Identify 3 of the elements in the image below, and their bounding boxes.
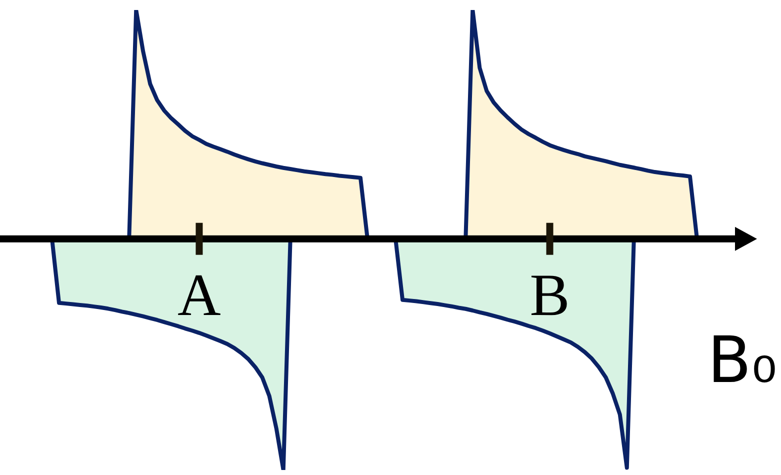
x-tick-label: A [178, 262, 221, 328]
x-axis-title: B₀ [707, 324, 777, 398]
x-tick-label: B [530, 262, 570, 328]
